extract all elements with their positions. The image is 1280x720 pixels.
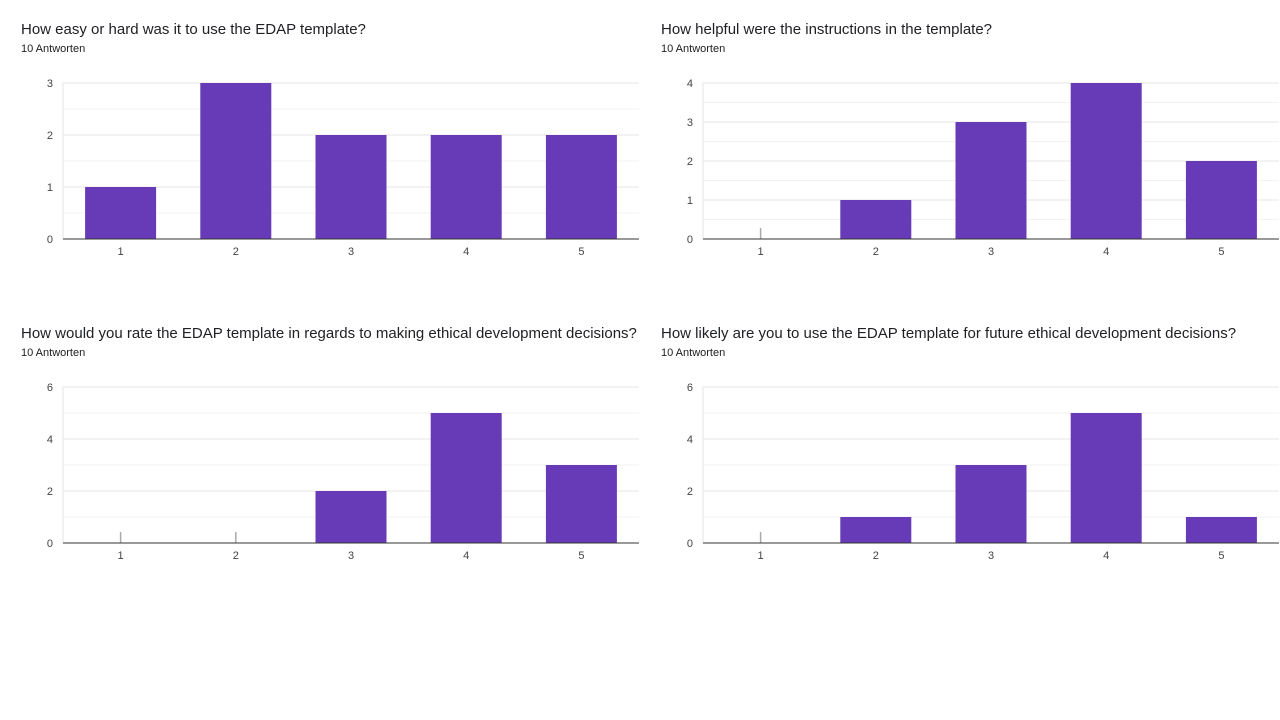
y-tick-label: 2 bbox=[47, 130, 53, 142]
x-tick-label: 4 bbox=[463, 550, 469, 562]
x-tick-label: 2 bbox=[233, 550, 239, 562]
x-tick-label: 1 bbox=[758, 246, 764, 258]
y-tick-label: 3 bbox=[687, 117, 693, 129]
y-tick-label: 1 bbox=[47, 182, 53, 194]
y-tick-label: 3 bbox=[47, 78, 53, 90]
x-tick-label: 3 bbox=[988, 246, 994, 258]
x-tick-label: 2 bbox=[873, 246, 879, 258]
x-tick-label: 1 bbox=[118, 246, 124, 258]
y-tick-label: 4 bbox=[47, 434, 53, 446]
bar bbox=[545, 465, 617, 543]
chart-panel-future-use: How likely are you to use the EDAP templ… bbox=[640, 304, 1279, 584]
bar-chart: 0 2 4 6 1 2 3 4 5 bbox=[47, 382, 639, 562]
x-tick-label: 2 bbox=[233, 246, 239, 258]
x-tick-label: 3 bbox=[988, 550, 994, 562]
x-tick-label: 5 bbox=[1218, 550, 1224, 562]
y-tick-label: 4 bbox=[687, 434, 693, 446]
bar bbox=[955, 122, 1027, 239]
y-tick-label: 0 bbox=[687, 234, 693, 246]
x-tick-label: 1 bbox=[758, 550, 764, 562]
bar bbox=[840, 200, 912, 239]
bar-chart: 0 2 4 6 1 2 3 4 5 bbox=[687, 382, 1279, 562]
bar bbox=[85, 187, 157, 239]
y-tick-label: 0 bbox=[47, 538, 53, 550]
y-tick-label: 1 bbox=[687, 195, 693, 207]
bar bbox=[430, 135, 502, 239]
y-tick-label: 2 bbox=[687, 486, 693, 498]
bar bbox=[840, 517, 912, 543]
y-tick-label: 6 bbox=[687, 382, 693, 394]
y-tick-label: 4 bbox=[687, 78, 693, 90]
chart-title: How likely are you to use the EDAP templ… bbox=[661, 325, 1237, 342]
bar bbox=[200, 83, 272, 239]
chart-panel-instructions: How helpful were the instructions in the… bbox=[640, 0, 1279, 280]
bar bbox=[315, 491, 387, 543]
x-tick-label: 1 bbox=[118, 550, 124, 562]
bar bbox=[430, 413, 502, 543]
bar-chart: 0 1 2 3 1 2 3 4 5 bbox=[47, 78, 639, 258]
bar bbox=[1185, 161, 1257, 239]
bar bbox=[315, 135, 387, 239]
chart-panel-ethical-rating: How would you rate the EDAP template in … bbox=[0, 304, 639, 584]
response-count: 10 Antworten bbox=[661, 43, 726, 55]
x-tick-label: 2 bbox=[873, 550, 879, 562]
bar bbox=[1185, 517, 1257, 543]
bar bbox=[1070, 83, 1142, 239]
chart-title: How helpful were the instructions in the… bbox=[661, 21, 993, 38]
chart-title: How would you rate the EDAP template in … bbox=[21, 325, 637, 342]
x-tick-label: 5 bbox=[578, 550, 584, 562]
x-tick-label: 4 bbox=[1103, 246, 1109, 258]
y-tick-label: 0 bbox=[47, 234, 53, 246]
bar bbox=[1070, 413, 1142, 543]
response-count: 10 Antworten bbox=[661, 347, 726, 359]
x-tick-label: 4 bbox=[1103, 550, 1109, 562]
x-tick-label: 5 bbox=[1218, 246, 1224, 258]
chart-title: How easy or hard was it to use the EDAP … bbox=[21, 21, 366, 38]
y-tick-label: 0 bbox=[687, 538, 693, 550]
bar bbox=[545, 135, 617, 239]
response-count: 10 Antworten bbox=[21, 43, 86, 55]
y-tick-label: 2 bbox=[47, 486, 53, 498]
response-count: 10 Antworten bbox=[21, 347, 86, 359]
x-tick-label: 4 bbox=[463, 246, 469, 258]
x-tick-label: 5 bbox=[578, 246, 584, 258]
x-tick-label: 3 bbox=[348, 550, 354, 562]
y-tick-label: 6 bbox=[47, 382, 53, 394]
bar-chart: 0 1 2 3 4 1 2 3 4 5 bbox=[687, 78, 1279, 258]
chart-panel-ease: How easy or hard was it to use the EDAP … bbox=[0, 0, 639, 280]
y-tick-label: 2 bbox=[687, 156, 693, 168]
bar bbox=[955, 465, 1027, 543]
x-tick-label: 3 bbox=[348, 246, 354, 258]
